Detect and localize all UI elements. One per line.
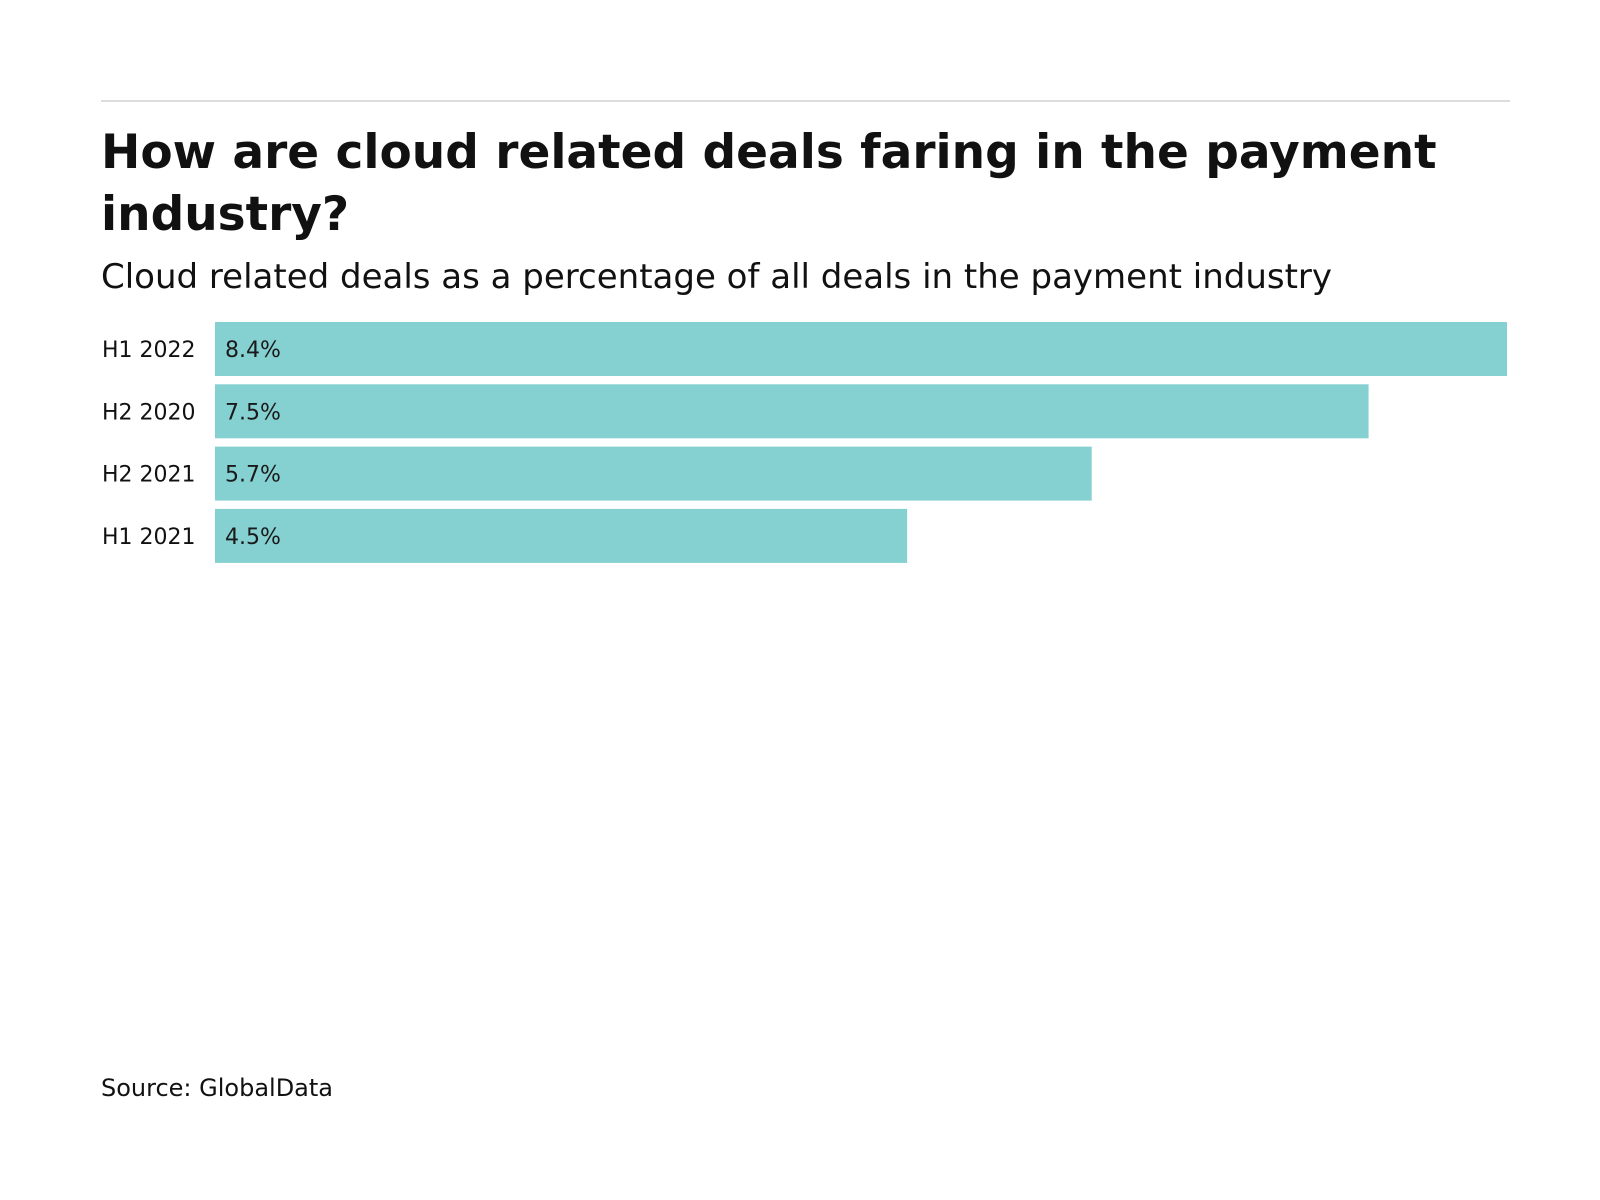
category-label: H1 2021 — [102, 525, 196, 550]
data-label: 4.5% — [225, 525, 281, 550]
bar-h2-2020 — [215, 384, 1369, 439]
data-label: 5.7% — [225, 463, 281, 488]
category-label: H2 2020 — [102, 400, 196, 425]
top-divider — [101, 100, 1510, 102]
bar-h1-2021 — [215, 508, 908, 563]
chart-title: How are cloud related deals faring in th… — [101, 125, 1437, 242]
data-label: 8.4% — [225, 338, 281, 363]
source-note: Source: GlobalData — [101, 1074, 334, 1102]
chart-subtitle: Cloud related deals as a percentage of a… — [101, 257, 1333, 297]
category-label: H2 2021 — [102, 463, 196, 488]
bar-h2-2021 — [215, 446, 1092, 501]
category-label: H1 2022 — [102, 338, 196, 363]
data-label: 7.5% — [225, 400, 281, 425]
bar-h1-2022 — [215, 322, 1507, 376]
